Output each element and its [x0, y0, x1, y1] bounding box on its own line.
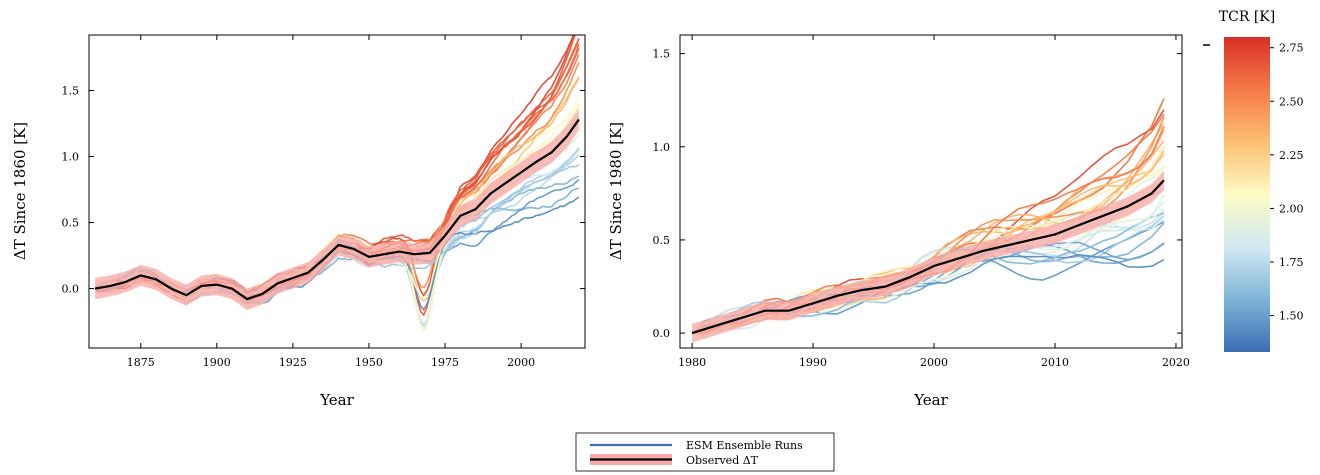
colorbar-tick-label: 1.50: [1279, 310, 1304, 323]
y-tick-label: 1.5: [62, 84, 80, 97]
colorbar-gradient: [1224, 37, 1270, 352]
colorbar-ticks: 1.50 1.75 2.00 2.25 2.50 2.75: [1270, 42, 1304, 323]
ensemble-run-line: [94, 105, 580, 305]
x-tick-label: 1925: [279, 356, 307, 369]
right-observed-line-group: [691, 179, 1165, 335]
x-tick-label: 1875: [127, 356, 155, 369]
legend: ESM Ensemble Runs Observed ΔT: [575, 432, 835, 472]
right-y-axis-label: ΔT Since 1980 [K]: [607, 122, 625, 260]
x-tick-label: 1950: [355, 356, 383, 369]
y-tick-label: 0.0: [653, 327, 671, 340]
colorbar-title: TCR [K]: [1219, 9, 1275, 25]
right-observed-band-group: [692, 171, 1164, 343]
y-tick-label: 0.5: [653, 234, 671, 247]
left-observed-band-group: [95, 109, 579, 310]
ensemble-run-line: [94, 122, 580, 301]
right-chart: 1980 1990 2000 2010 2020 0.0 0.5 1.0 1.5 Year Δ…: [607, 34, 1190, 409]
colorbar-tick-label: 2.00: [1279, 202, 1304, 215]
left-plot-frame: [88, 34, 586, 349]
left-x-ticks: 1875 1900 1925 1950 1975 2000: [127, 35, 535, 369]
left-y-ticks: 0.0 0.5 1.0 1.5: [62, 84, 585, 296]
y-tick-label: 0.0: [62, 283, 80, 296]
right-x-ticks: 1980 1990 2000 2010 2020: [678, 35, 1190, 369]
y-tick-label: 1.0: [62, 151, 80, 164]
x-tick-label: 1900: [203, 356, 231, 369]
colorbar-tick-label: 1.75: [1279, 256, 1304, 269]
right-x-axis-label: Year: [913, 391, 948, 409]
right-observed-line: [691, 179, 1165, 335]
x-tick-label: 2000: [507, 356, 535, 369]
left-x-axis-label: Year: [319, 391, 354, 409]
x-tick-label: 1975: [431, 356, 459, 369]
left-observed-band: [95, 109, 579, 310]
y-tick-label: 0.5: [62, 217, 80, 230]
left-chart: 1875 1900 1925 1950 1975 2000 0.0 0.5 1.0 1.5 Ye…: [11, 34, 586, 409]
left-observed-line: [94, 118, 580, 301]
left-observed-line-group: [94, 118, 580, 301]
legend-observed-label: Observed ΔT: [686, 454, 759, 467]
x-tick-label: 1980: [678, 356, 706, 369]
y-tick-label: 1.5: [653, 48, 671, 61]
colorbar-tick-label: 2.75: [1279, 42, 1304, 55]
right-observed-band: [692, 171, 1164, 343]
colorbar: TCR [K] 1.50 1.75 2.00 2.25 2.50 2.75: [1203, 9, 1304, 352]
x-tick-label: 2010: [1041, 356, 1069, 369]
colorbar-tick-label: 2.25: [1279, 149, 1304, 162]
right-y-ticks: 0.0 0.5 1.0 1.5: [653, 48, 1182, 340]
x-tick-label: 2020: [1162, 356, 1190, 369]
x-tick-label: 1990: [799, 356, 827, 369]
colorbar-tick-label: 2.50: [1279, 95, 1304, 108]
x-tick-label: 2000: [920, 356, 948, 369]
left-y-axis-label: ΔT Since 1860 [K]: [11, 122, 29, 260]
right-plot-frame: [679, 34, 1183, 349]
y-tick-label: 1.0: [653, 141, 671, 154]
legend-ensemble-label: ESM Ensemble Runs: [686, 439, 803, 452]
